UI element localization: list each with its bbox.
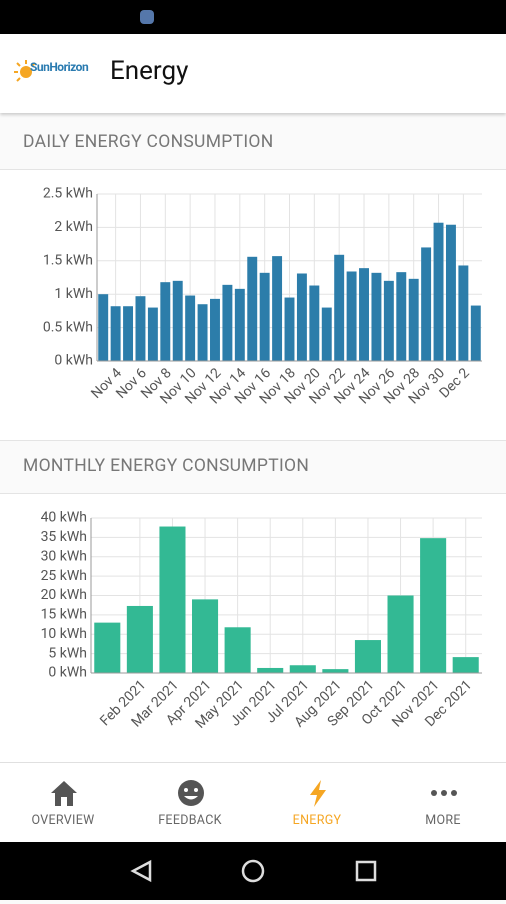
chart: 0 kWh 5 kWh 10 kWh 15 kWh 20 kWh 25 kWh 30 kWh… bbox=[41, 510, 482, 732]
bar bbox=[147, 307, 158, 361]
icon-home bbox=[51, 781, 77, 806]
y-tick-label: 25 kWh bbox=[41, 568, 87, 584]
bar bbox=[159, 526, 186, 673]
bar bbox=[346, 271, 357, 361]
y-tick-label: 0.5 kWh bbox=[43, 319, 93, 335]
bar bbox=[452, 657, 479, 673]
bar bbox=[359, 268, 369, 361]
system-nav bbox=[0, 842, 506, 900]
bar bbox=[309, 285, 320, 361]
bar bbox=[257, 667, 284, 673]
bar bbox=[222, 284, 233, 361]
bar bbox=[192, 599, 219, 673]
chart-panel: 0 kWh 5 kWh 10 kWh 15 kWh 20 kWh 25 kWh 30 kWh… bbox=[0, 493, 506, 763]
icon-energy bbox=[310, 780, 326, 807]
bar bbox=[234, 288, 245, 361]
nav-item[interactable]: FEEDBACK bbox=[127, 763, 253, 843]
nav-item[interactable]: OVERVIEW bbox=[0, 763, 126, 843]
y-tick-label: 15 kWh bbox=[41, 607, 87, 623]
bar bbox=[334, 254, 345, 361]
bar bbox=[421, 247, 432, 361]
bar bbox=[160, 282, 171, 361]
y-tick-label: 1.5 kWh bbox=[43, 253, 93, 269]
y-tick-label: 2.5 kWh bbox=[43, 186, 93, 202]
status-icon bbox=[140, 10, 154, 24]
nav-label: OVERVIEW bbox=[31, 813, 95, 828]
bar bbox=[322, 669, 349, 673]
bar bbox=[98, 294, 109, 361]
nav-item[interactable]: ENERGY bbox=[254, 763, 380, 843]
bar bbox=[94, 622, 121, 673]
y-tick-label: 40 kWh bbox=[41, 510, 87, 526]
bar bbox=[387, 595, 414, 673]
y-tick-label: 2 kWh bbox=[54, 219, 93, 235]
bar bbox=[110, 306, 121, 361]
bar bbox=[458, 265, 469, 361]
bar bbox=[354, 640, 381, 673]
bar bbox=[123, 306, 134, 361]
section-title: DAILY ENERGY CONSUMPTION bbox=[23, 132, 274, 152]
bar bbox=[126, 605, 153, 673]
chart-panel: 0 kWh 0.5 kWh 1 kWh 1.5 kWh 2 kWh 2.5 kWh Nov … bbox=[0, 169, 506, 441]
bar bbox=[172, 280, 183, 361]
y-tick-label: 20 kWh bbox=[41, 587, 87, 603]
bottom-nav: OVERVIEW FEEDBACK ENERGY MORE bbox=[0, 762, 506, 843]
bar bbox=[289, 665, 316, 673]
icon-feedback bbox=[178, 780, 204, 806]
status-bar bbox=[0, 0, 506, 34]
bar bbox=[224, 627, 251, 673]
bar bbox=[445, 224, 456, 361]
bar bbox=[247, 256, 258, 361]
bar bbox=[259, 272, 270, 361]
system-buttons[interactable] bbox=[0, 842, 506, 900]
bar bbox=[433, 222, 444, 361]
nav-label: MORE bbox=[425, 813, 461, 828]
y-tick-label: 5 kWh bbox=[48, 645, 87, 661]
bar bbox=[408, 278, 419, 361]
bar bbox=[383, 280, 394, 361]
y-tick-label: 30 kWh bbox=[41, 548, 87, 564]
section-title: MONTHLY ENERGY CONSUMPTION bbox=[23, 456, 310, 476]
page-title: Energy bbox=[110, 56, 189, 86]
y-tick-label: 0 kWh bbox=[48, 665, 87, 681]
bar bbox=[210, 298, 220, 361]
nav-label: FEEDBACK bbox=[158, 813, 222, 828]
bar bbox=[272, 256, 283, 361]
bar bbox=[321, 307, 332, 361]
bar bbox=[185, 295, 196, 361]
bar bbox=[135, 296, 146, 361]
bar bbox=[284, 297, 295, 361]
bar bbox=[470, 305, 481, 361]
bar bbox=[420, 538, 447, 673]
logo-sun bbox=[14, 60, 36, 82]
app-bar: SunHorizon Energy bbox=[0, 34, 506, 113]
bar bbox=[296, 273, 307, 361]
bar bbox=[197, 304, 208, 361]
nav-label: ENERGY bbox=[292, 813, 342, 828]
y-tick-label: 10 kWh bbox=[41, 626, 87, 642]
icon-more bbox=[431, 790, 457, 796]
bar bbox=[371, 272, 382, 361]
y-tick-label: 1 kWh bbox=[54, 286, 93, 302]
y-tick-label: 0 kWh bbox=[54, 353, 93, 369]
logo-text: SunHorizon bbox=[30, 60, 89, 74]
bar bbox=[396, 272, 407, 361]
y-tick-label: 35 kWh bbox=[41, 529, 87, 545]
nav-item[interactable]: MORE bbox=[380, 763, 506, 843]
